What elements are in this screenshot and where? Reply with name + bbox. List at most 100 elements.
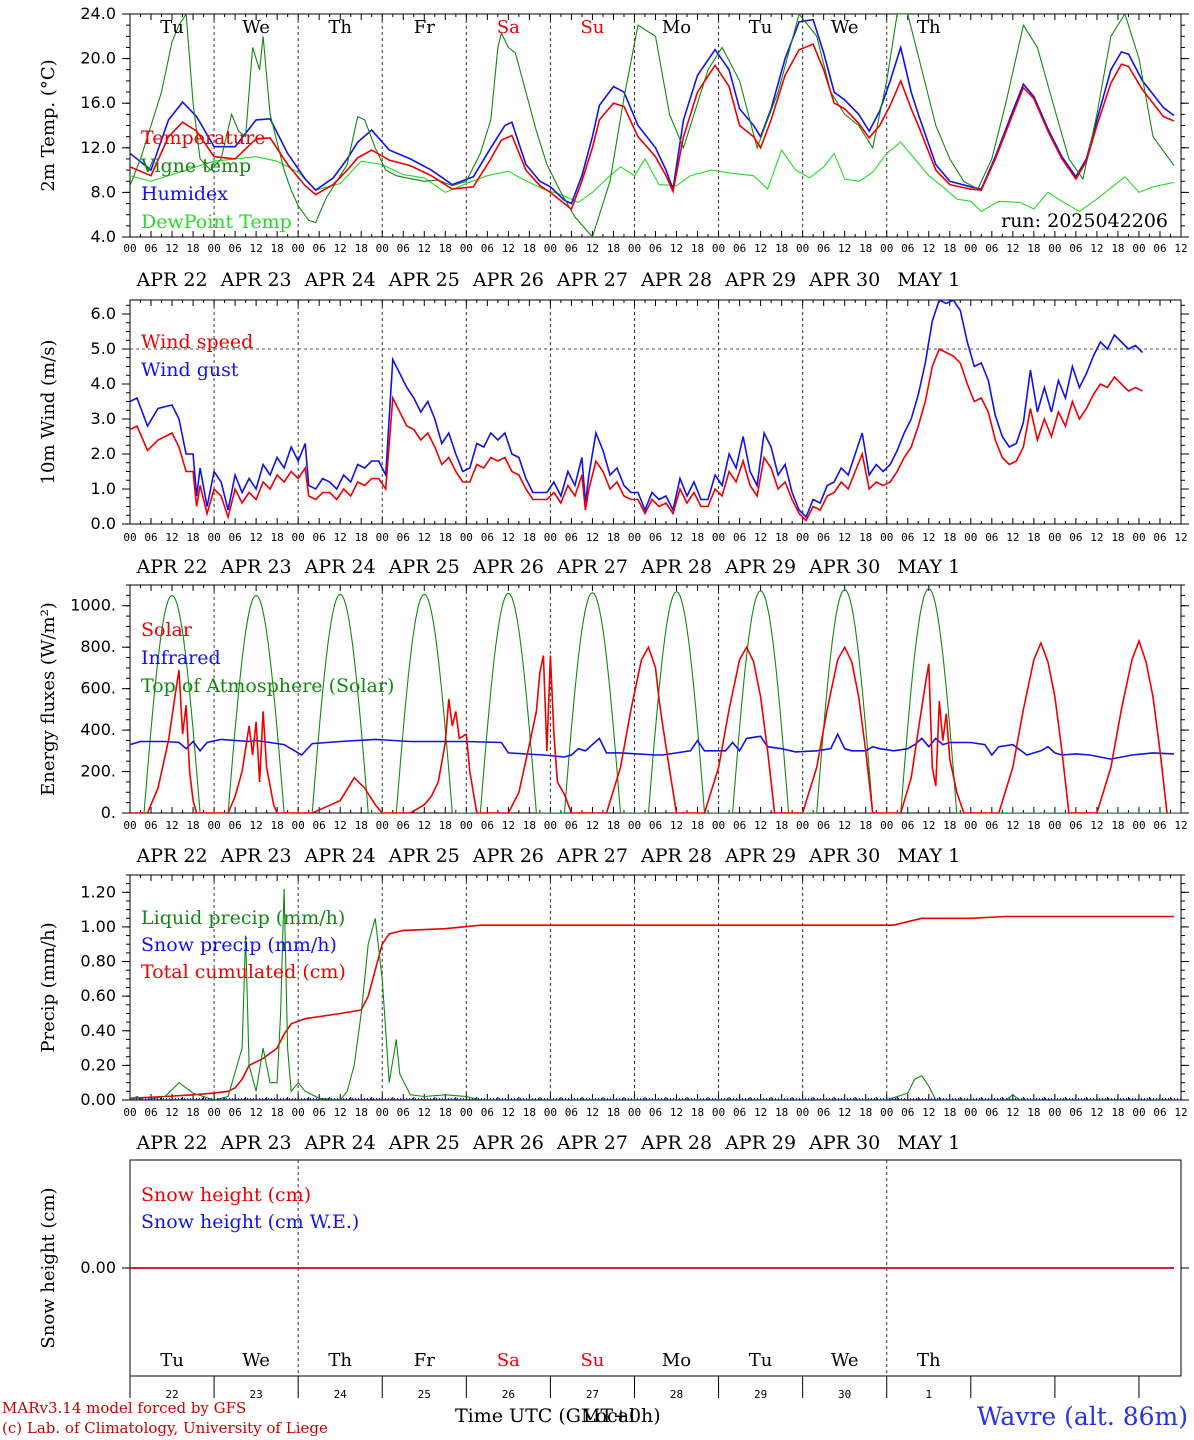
date-label: APR 29 bbox=[724, 845, 796, 867]
hour-tick-label: 00 bbox=[544, 1106, 557, 1119]
hour-tick-label: 00 bbox=[207, 531, 220, 544]
hour-tick-label: 12 bbox=[1174, 1106, 1187, 1119]
date-label: APR 29 bbox=[724, 269, 796, 291]
hour-tick-label: 00 bbox=[376, 531, 389, 544]
hour-tick-label: 06 bbox=[397, 1106, 410, 1119]
hour-tick-label: 12 bbox=[922, 531, 935, 544]
hour-tick-label: 12 bbox=[754, 819, 767, 832]
y-axis-label: Precip (mm/h) bbox=[38, 922, 59, 1052]
panel-4: 00 06 12 18 00 06 12 18 00 06 12 18 00 06 12 18 00 06 12 18… bbox=[38, 874, 1189, 1154]
hour-tick-label: 00 bbox=[1132, 531, 1145, 544]
hour-tick-label: 12 bbox=[922, 242, 935, 255]
hour-tick-label: 18 bbox=[1111, 531, 1124, 544]
hour-tick-label: 12 bbox=[165, 1106, 178, 1119]
hour-tick-label: 06 bbox=[144, 1106, 157, 1119]
day-number-label: 30 bbox=[838, 1388, 851, 1401]
day-name-label: Tu bbox=[749, 1350, 773, 1371]
date-label: APR 23 bbox=[220, 556, 292, 578]
hour-tick-label: 12 bbox=[1174, 819, 1187, 832]
hour-tick-label: 00 bbox=[796, 531, 809, 544]
day-name-label: Th bbox=[328, 17, 352, 38]
legend-entry: Vigne temp bbox=[140, 155, 251, 177]
footer-model: MARv3.14 model forced by GFS bbox=[2, 1399, 247, 1417]
y-tick-label: 12.0 bbox=[80, 138, 116, 157]
hour-tick-label: 18 bbox=[1027, 1106, 1040, 1119]
date-label: APR 27 bbox=[556, 269, 628, 291]
day-name-label: Sa bbox=[497, 17, 520, 38]
hour-tick-label: 00 bbox=[628, 819, 641, 832]
hour-tick-label: 06 bbox=[901, 242, 914, 255]
hour-tick-label: 06 bbox=[144, 819, 157, 832]
hour-tick-label: 06 bbox=[733, 1106, 746, 1119]
hour-tick-label: 06 bbox=[985, 819, 998, 832]
legend-entry: Wind gust bbox=[141, 359, 239, 381]
y-tick-label: 20.0 bbox=[80, 49, 116, 68]
y-tick-label: 8.0 bbox=[91, 182, 116, 201]
hour-tick-label: 18 bbox=[607, 242, 620, 255]
hour-tick-label: 06 bbox=[817, 531, 830, 544]
y-tick-label: 0. bbox=[101, 803, 116, 822]
legend-entry: Snow height (cm) bbox=[141, 1184, 311, 1206]
day-name-label: We bbox=[831, 1350, 859, 1371]
hour-tick-label: 18 bbox=[1111, 242, 1124, 255]
panel-1: 00 06 12 18 00 06 12 18 00 06 12 18 00 06 12 18 00 06 12 18… bbox=[38, 4, 1189, 291]
date-label: APR 22 bbox=[136, 269, 208, 291]
hour-tick-label: 00 bbox=[292, 531, 305, 544]
day-name-label: We bbox=[242, 17, 270, 38]
series-line-dewpoint-temp bbox=[130, 141, 1175, 213]
hour-tick-label: 00 bbox=[712, 819, 725, 832]
hour-tick-label: 18 bbox=[271, 819, 284, 832]
hour-tick-label: 18 bbox=[355, 819, 368, 832]
hour-tick-label: 12 bbox=[1090, 819, 1103, 832]
hour-tick-label: 18 bbox=[691, 1106, 704, 1119]
date-label: APR 22 bbox=[136, 845, 208, 867]
hour-tick-label: 00 bbox=[123, 242, 136, 255]
hour-tick-label: 12 bbox=[1006, 531, 1019, 544]
hour-tick-label: 18 bbox=[691, 531, 704, 544]
hour-tick-label: 12 bbox=[670, 1106, 683, 1119]
day-number-label: 25 bbox=[418, 1388, 431, 1401]
date-label: APR 25 bbox=[388, 269, 460, 291]
hour-tick-label: 12 bbox=[754, 531, 767, 544]
hour-tick-label: 12 bbox=[334, 242, 347, 255]
legend-entry: DewPoint Temp bbox=[141, 211, 292, 233]
date-label: APR 27 bbox=[556, 556, 628, 578]
y-axis-label: 2m Temp. (°C) bbox=[38, 59, 59, 191]
hour-tick-label: 12 bbox=[1006, 1106, 1019, 1119]
day-name-label: Fr bbox=[414, 17, 435, 38]
date-label: APR 27 bbox=[556, 1132, 628, 1154]
hour-tick-label: 00 bbox=[292, 819, 305, 832]
hour-tick-label: 18 bbox=[186, 819, 199, 832]
hour-tick-label: 12 bbox=[249, 242, 262, 255]
day-number-label: 29 bbox=[754, 1388, 767, 1401]
y-tick-label: 400. bbox=[80, 720, 116, 739]
hour-tick-label: 00 bbox=[880, 819, 893, 832]
hour-tick-label: 06 bbox=[481, 531, 494, 544]
hour-tick-label: 00 bbox=[207, 242, 220, 255]
hour-tick-label: 18 bbox=[439, 531, 452, 544]
date-label: APR 24 bbox=[304, 845, 376, 867]
hour-tick-label: 18 bbox=[1027, 531, 1040, 544]
hour-tick-label: 12 bbox=[838, 1106, 851, 1119]
y-tick-label: 0.60 bbox=[80, 986, 116, 1005]
hour-tick-label: 00 bbox=[964, 819, 977, 832]
hour-tick-label: 12 bbox=[838, 531, 851, 544]
location-title: Wavre (alt. 86m) bbox=[976, 1402, 1188, 1431]
date-label: MAY 1 bbox=[897, 1132, 960, 1154]
hour-tick-label: 18 bbox=[859, 531, 872, 544]
y-tick-label: 0.40 bbox=[80, 1021, 116, 1040]
hour-tick-label: 18 bbox=[523, 819, 536, 832]
hour-tick-label: 06 bbox=[565, 1106, 578, 1119]
hour-tick-label: 06 bbox=[1069, 242, 1082, 255]
legend-entry: Top of Atmosphere (Solar) bbox=[141, 675, 394, 697]
hour-tick-label: 18 bbox=[691, 242, 704, 255]
hour-tick-label: 00 bbox=[544, 819, 557, 832]
day-name-label: Th bbox=[917, 1350, 941, 1371]
hour-tick-label: 06 bbox=[649, 242, 662, 255]
day-name-label: Su bbox=[580, 17, 604, 38]
footer-copyright: (c) Lab. of Climatology, University of L… bbox=[2, 1419, 328, 1437]
date-label: APR 26 bbox=[472, 556, 544, 578]
hour-tick-label: 12 bbox=[586, 531, 599, 544]
hour-tick-label: 06 bbox=[985, 1106, 998, 1119]
hour-tick-label: 12 bbox=[586, 242, 599, 255]
